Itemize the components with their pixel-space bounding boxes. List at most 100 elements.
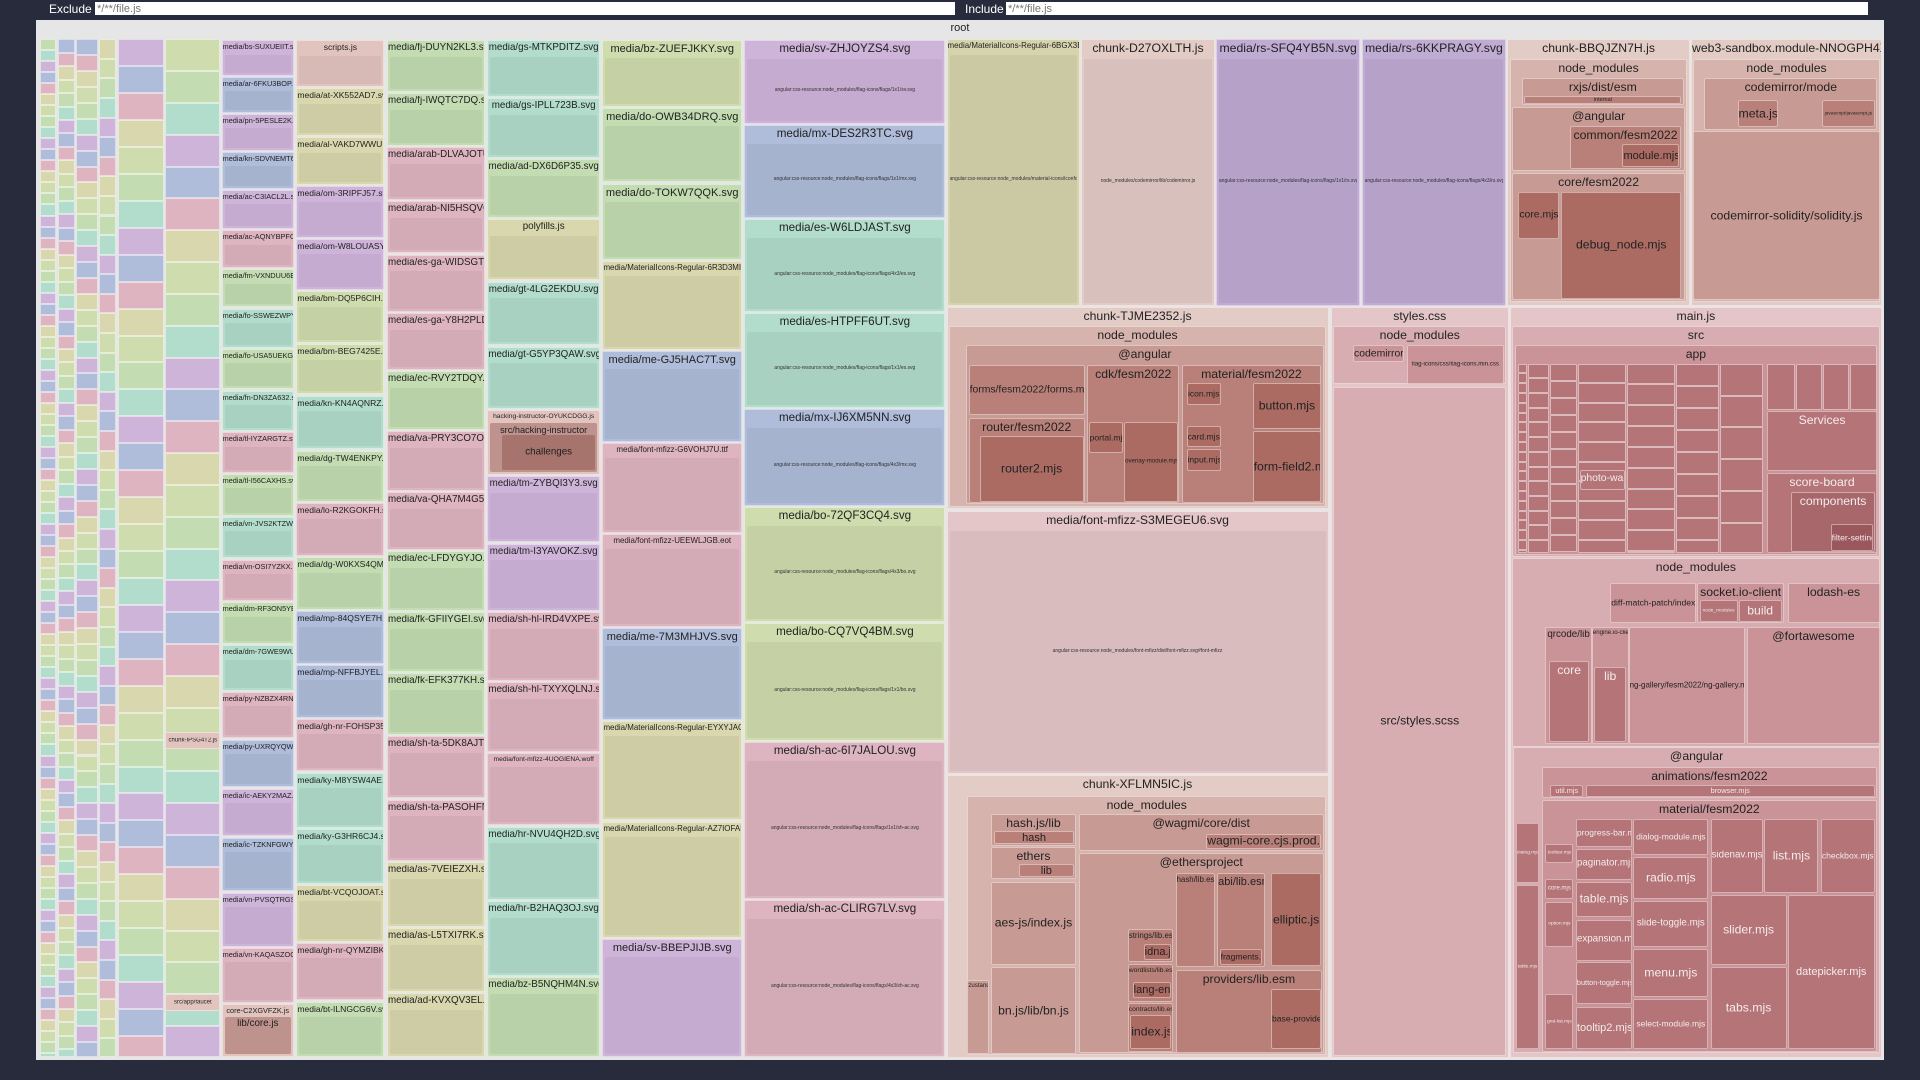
treemap-cell[interactable] <box>75 1026 98 1043</box>
treemap-cell[interactable] <box>1518 402 1527 413</box>
child-node[interactable] <box>490 993 597 1054</box>
treemap-cell[interactable] <box>40 215 57 227</box>
child-node[interactable] <box>299 1017 382 1054</box>
child-node[interactable] <box>605 369 740 440</box>
treemap-cell[interactable] <box>1550 380 1578 398</box>
treemap-cell[interactable] <box>117 362 165 390</box>
tree-node-rs2[interactable]: media/rs-6KKPRAGY.svg angular:css-resourc… <box>1361 39 1507 307</box>
bundle-node[interactable]: media/do-OWB34DRQ.svg <box>602 107 743 183</box>
bundle-node[interactable]: media/sh-hl-IRD4VXPE.svg <box>487 612 600 681</box>
treemap-cell[interactable] <box>57 429 75 444</box>
treemap-cell[interactable] <box>99 646 117 667</box>
treemap-cell[interactable] <box>75 962 98 979</box>
bundle-node[interactable]: media/as-L5TXI7RK.svg <box>386 928 485 992</box>
treemap-cell[interactable] <box>99 333 117 353</box>
child-node[interactable] <box>224 488 291 513</box>
treemap-cell[interactable] <box>1528 525 1549 540</box>
treemap-cell[interactable] <box>99 117 117 138</box>
treemap-cell[interactable] <box>40 755 57 767</box>
treemap-cell[interactable] <box>75 453 98 469</box>
child-node[interactable] <box>299 411 382 447</box>
child-node[interactable]: angular:css-resource:node_modules/flag-i… <box>1218 59 1358 304</box>
treemap-cell[interactable] <box>165 580 221 613</box>
treemap-cell[interactable] <box>99 528 117 549</box>
bundle-node[interactable]: media/vn-PVSQTRGS.svg <box>221 892 294 947</box>
treemap-cell[interactable] <box>99 901 117 921</box>
treemap-cell[interactable] <box>99 744 117 765</box>
tree-node-xf-wag[interactable]: @wagmi/core/dist <box>1078 814 1324 852</box>
child-node[interactable]: angular:css-resource:node_modules/flag-i… <box>747 427 943 503</box>
child-node[interactable] <box>605 957 740 1054</box>
treemap-cell[interactable] <box>57 941 75 956</box>
treemap-cell[interactable] <box>1528 437 1549 452</box>
tree-node-m-exp[interactable]: expansion.mjs <box>1575 919 1633 962</box>
treemap-cell[interactable] <box>40 457 57 469</box>
child-node[interactable] <box>389 57 482 89</box>
treemap-cell[interactable] <box>75 325 98 342</box>
treemap-cell[interactable] <box>40 502 57 514</box>
treemap-cell[interactable] <box>40 1031 57 1043</box>
treemap-cell[interactable] <box>57 295 75 309</box>
treemap-cell[interactable] <box>75 262 98 278</box>
treemap-cell[interactable] <box>99 176 117 196</box>
treemap-cell[interactable] <box>57 335 75 349</box>
tree-node-mn-ng[interactable]: ng-gallery/fesm2022/ng-gallery.mjs <box>1628 626 1745 745</box>
treemap-cell[interactable] <box>99 293 117 314</box>
treemap-cell[interactable] <box>1550 397 1578 416</box>
treemap-cell[interactable] <box>99 431 117 451</box>
treemap-cell[interactable] <box>40 226 57 238</box>
treemap-cell[interactable] <box>75 468 98 485</box>
treemap-cell[interactable] <box>1720 395 1764 428</box>
include-input[interactable] <box>1006 2 1868 15</box>
tree-node-mn-filt[interactable]: filter-settings <box>1830 524 1874 552</box>
treemap-cell[interactable] <box>57 254 75 269</box>
child-node[interactable] <box>299 103 382 133</box>
tree-node-st-cm[interactable]: codemirror <box>1353 345 1405 363</box>
treemap-cell[interactable] <box>57 308 75 323</box>
treemap-cell[interactable] <box>1676 363 1720 386</box>
child-node[interactable] <box>224 404 291 429</box>
treemap-cell[interactable] <box>40 744 57 756</box>
bundle-node[interactable]: media/es-W6LDJAST.svg angular:css-resourc… <box>744 219 946 313</box>
treemap-cell[interactable] <box>99 195 117 216</box>
treemap-cell[interactable] <box>75 373 98 390</box>
treemap-cell[interactable] <box>57 618 75 632</box>
treemap-cell[interactable] <box>57 120 75 134</box>
bundle-node[interactable]: media/sh-hl-TXYXQLNJ.svg <box>487 682 600 752</box>
treemap-cell[interactable] <box>40 149 57 161</box>
treemap-cell[interactable] <box>57 645 75 659</box>
treemap-cell[interactable] <box>57 106 75 120</box>
treemap-cell[interactable] <box>57 200 75 215</box>
tree-node-m-slt[interactable]: slide-toggle.mjs <box>1633 901 1709 947</box>
treemap-cell[interactable] <box>57 1022 75 1036</box>
child-node[interactable] <box>224 166 291 186</box>
treemap-cell[interactable] <box>99 509 117 529</box>
treemap-cell[interactable] <box>99 999 117 1019</box>
treemap-cell[interactable] <box>57 887 75 902</box>
treemap-cell[interactable] <box>99 881 117 902</box>
child-node[interactable] <box>605 548 740 624</box>
treemap-cell[interactable] <box>75 835 98 851</box>
bundle-node[interactable]: media/do-TOKW7QQK.svg <box>602 183 743 260</box>
treemap-cell[interactable] <box>75 118 98 135</box>
treemap-cell[interactable] <box>1720 459 1764 491</box>
treemap-cell[interactable] <box>40 678 57 690</box>
treemap-cell[interactable] <box>57 375 75 390</box>
bundle-node[interactable]: media/sh-ta-PASOHFN6.svg <box>386 799 485 861</box>
treemap-cell[interactable] <box>57 604 75 619</box>
tree-node-m-core[interactable]: core.mjs <box>1545 879 1574 899</box>
treemap-cell[interactable] <box>40 138 57 150</box>
bundle-node[interactable]: media/bt-ILNGCG6V.svg <box>296 1001 385 1057</box>
treemap-cell[interactable] <box>165 866 221 899</box>
treemap-cell[interactable] <box>99 352 117 373</box>
treemap-cell[interactable] <box>57 470 75 484</box>
treemap-cell[interactable] <box>40 193 57 205</box>
treemap-cell[interactable] <box>40 336 57 348</box>
child-node[interactable] <box>299 55 382 84</box>
bundle-node[interactable]: media/mx-IJ6XM5NN.svg angular:css-resourc… <box>744 408 946 506</box>
treemap-cell[interactable] <box>1676 385 1720 408</box>
bundle-node[interactable]: media/bm-BEG7425E.svg <box>296 344 385 395</box>
treemap-cell[interactable] <box>40 1053 57 1057</box>
bundle-node[interactable]: media/ky-M8YSW4AE.svg <box>296 772 385 828</box>
bundle-node[interactable]: media/va-QHA7M4G5.svg <box>386 492 485 550</box>
